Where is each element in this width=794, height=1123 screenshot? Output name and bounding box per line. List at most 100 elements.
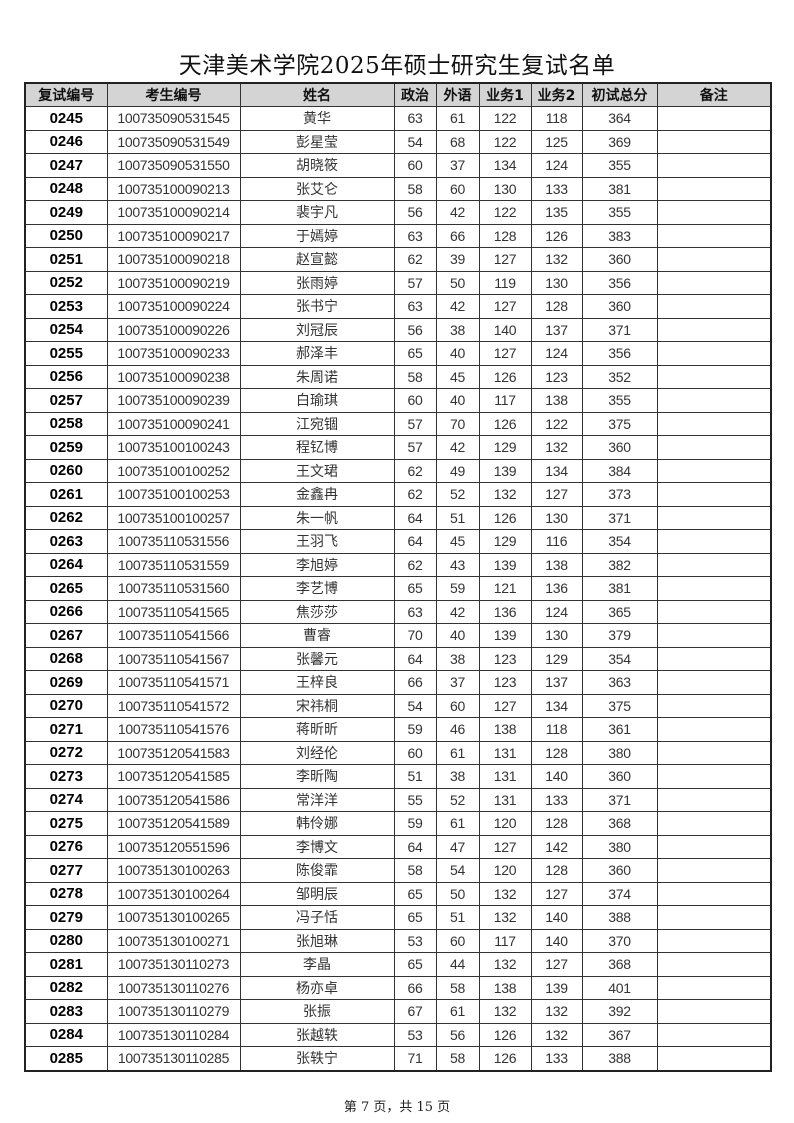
cell-candidate-id: 100735100090214 [106,200,241,225]
cell-foreign-language: 61 [435,811,480,836]
cell-retest-id: 0275 [24,811,108,836]
cell-name: 郝泽丰 [239,341,395,366]
cell-politics: 58 [393,364,437,389]
table-row: 0277 100735130100263 陈俊霏 58 54 120 128 360 [24,858,772,883]
cell-total-score: 392 [581,999,658,1024]
cell-total-score: 371 [581,787,658,812]
cell-candidate-id: 100735100100243 [106,435,241,460]
cell-remarks [656,975,772,1000]
cell-candidate-id: 100735090531550 [106,153,241,178]
cell-politics: 63 [393,599,437,624]
cell-subject1: 117 [478,388,532,413]
cell-name: 金鑫冉 [239,482,395,507]
cell-name: 于嫣婷 [239,223,395,248]
cell-candidate-id: 100735110531556 [106,529,241,554]
cell-subject1: 131 [478,740,532,765]
cell-subject1: 132 [478,482,532,507]
cell-remarks [656,576,772,601]
cell-name: 张振 [239,999,395,1024]
cell-subject1: 140 [478,317,532,342]
table-row: 0278 100735130100264 邹明辰 65 50 132 127 374 [24,881,772,906]
cell-name: 朱周诺 [239,364,395,389]
cell-candidate-id: 100735090531545 [106,106,241,131]
cell-retest-id: 0273 [24,764,108,789]
cell-politics: 65 [393,881,437,906]
cell-remarks [656,364,772,389]
cell-candidate-id: 100735110541565 [106,599,241,624]
table-row: 0251 100735100090218 赵宣懿 62 39 127 132 360 [24,247,772,272]
cell-candidate-id: 100735120541586 [106,787,241,812]
cell-name: 冯子恬 [239,905,395,930]
cell-candidate-id: 100735100090219 [106,270,241,295]
cell-total-score: 381 [581,576,658,601]
column-header-foreign-language: 外语 [435,82,480,107]
cell-subject1: 134 [478,153,532,178]
cell-politics: 62 [393,482,437,507]
cell-candidate-id: 100735130110279 [106,999,241,1024]
cell-candidate-id: 100735100090218 [106,247,241,272]
table-row: 0275 100735120541589 韩伶娜 59 61 120 128 368 [24,811,772,836]
cell-name: 李艺博 [239,576,395,601]
cell-subject1: 117 [478,928,532,953]
cell-remarks [656,435,772,460]
cell-subject1: 126 [478,505,532,530]
cell-remarks [656,552,772,577]
cell-subject2: 126 [530,223,583,248]
cell-subject1: 130 [478,176,532,201]
cell-name: 张雨婷 [239,270,395,295]
cell-subject1: 131 [478,787,532,812]
cell-politics: 57 [393,435,437,460]
cell-name: 白瑜琪 [239,388,395,413]
cell-foreign-language: 38 [435,764,480,789]
cell-politics: 62 [393,458,437,483]
cell-total-score: 354 [581,646,658,671]
cell-total-score: 368 [581,952,658,977]
cell-name: 李昕陶 [239,764,395,789]
cell-total-score: 375 [581,411,658,436]
cell-remarks [656,458,772,483]
cell-remarks [656,388,772,413]
cell-total-score: 360 [581,858,658,883]
cell-name: 张旭琳 [239,928,395,953]
cell-politics: 56 [393,200,437,225]
cell-foreign-language: 61 [435,999,480,1024]
cell-remarks [656,881,772,906]
table-row: 0268 100735110541567 张馨元 64 38 123 129 354 [24,646,772,671]
cell-foreign-language: 60 [435,928,480,953]
cell-candidate-id: 100735110531560 [106,576,241,601]
cell-foreign-language: 40 [435,341,480,366]
cell-remarks [656,764,772,789]
cell-politics: 54 [393,693,437,718]
cell-retest-id: 0262 [24,505,108,530]
column-header-remarks: 备注 [656,82,772,107]
cell-subject2: 124 [530,153,583,178]
cell-foreign-language: 40 [435,388,480,413]
cell-retest-id: 0282 [24,975,108,1000]
cell-candidate-id: 100735090531549 [106,129,241,154]
cell-foreign-language: 52 [435,482,480,507]
cell-total-score: 380 [581,834,658,859]
cell-subject2: 116 [530,529,583,554]
cell-retest-id: 0277 [24,858,108,883]
cell-politics: 59 [393,717,437,742]
cell-retest-id: 0267 [24,623,108,648]
cell-subject2: 122 [530,411,583,436]
cell-retest-id: 0258 [24,411,108,436]
cell-politics: 60 [393,153,437,178]
cell-total-score: 401 [581,975,658,1000]
cell-retest-id: 0251 [24,247,108,272]
cell-politics: 55 [393,787,437,812]
cell-subject2: 132 [530,999,583,1024]
table-row: 0245 100735090531545 黄华 63 61 122 118 364 [24,106,772,131]
table-row: 0270 100735110541572 宋祎桐 54 60 127 134 375 [24,693,772,718]
cell-retest-id: 0281 [24,952,108,977]
table-row: 0284 100735130110284 张越轶 53 56 126 132 367 [24,1022,772,1047]
cell-name: 李旭婷 [239,552,395,577]
cell-politics: 71 [393,1046,437,1071]
cell-name: 张艾仑 [239,176,395,201]
cell-retest-id: 0269 [24,670,108,695]
cell-total-score: 375 [581,693,658,718]
cell-remarks [656,623,772,648]
cell-total-score: 388 [581,1046,658,1071]
cell-remarks [656,200,772,225]
